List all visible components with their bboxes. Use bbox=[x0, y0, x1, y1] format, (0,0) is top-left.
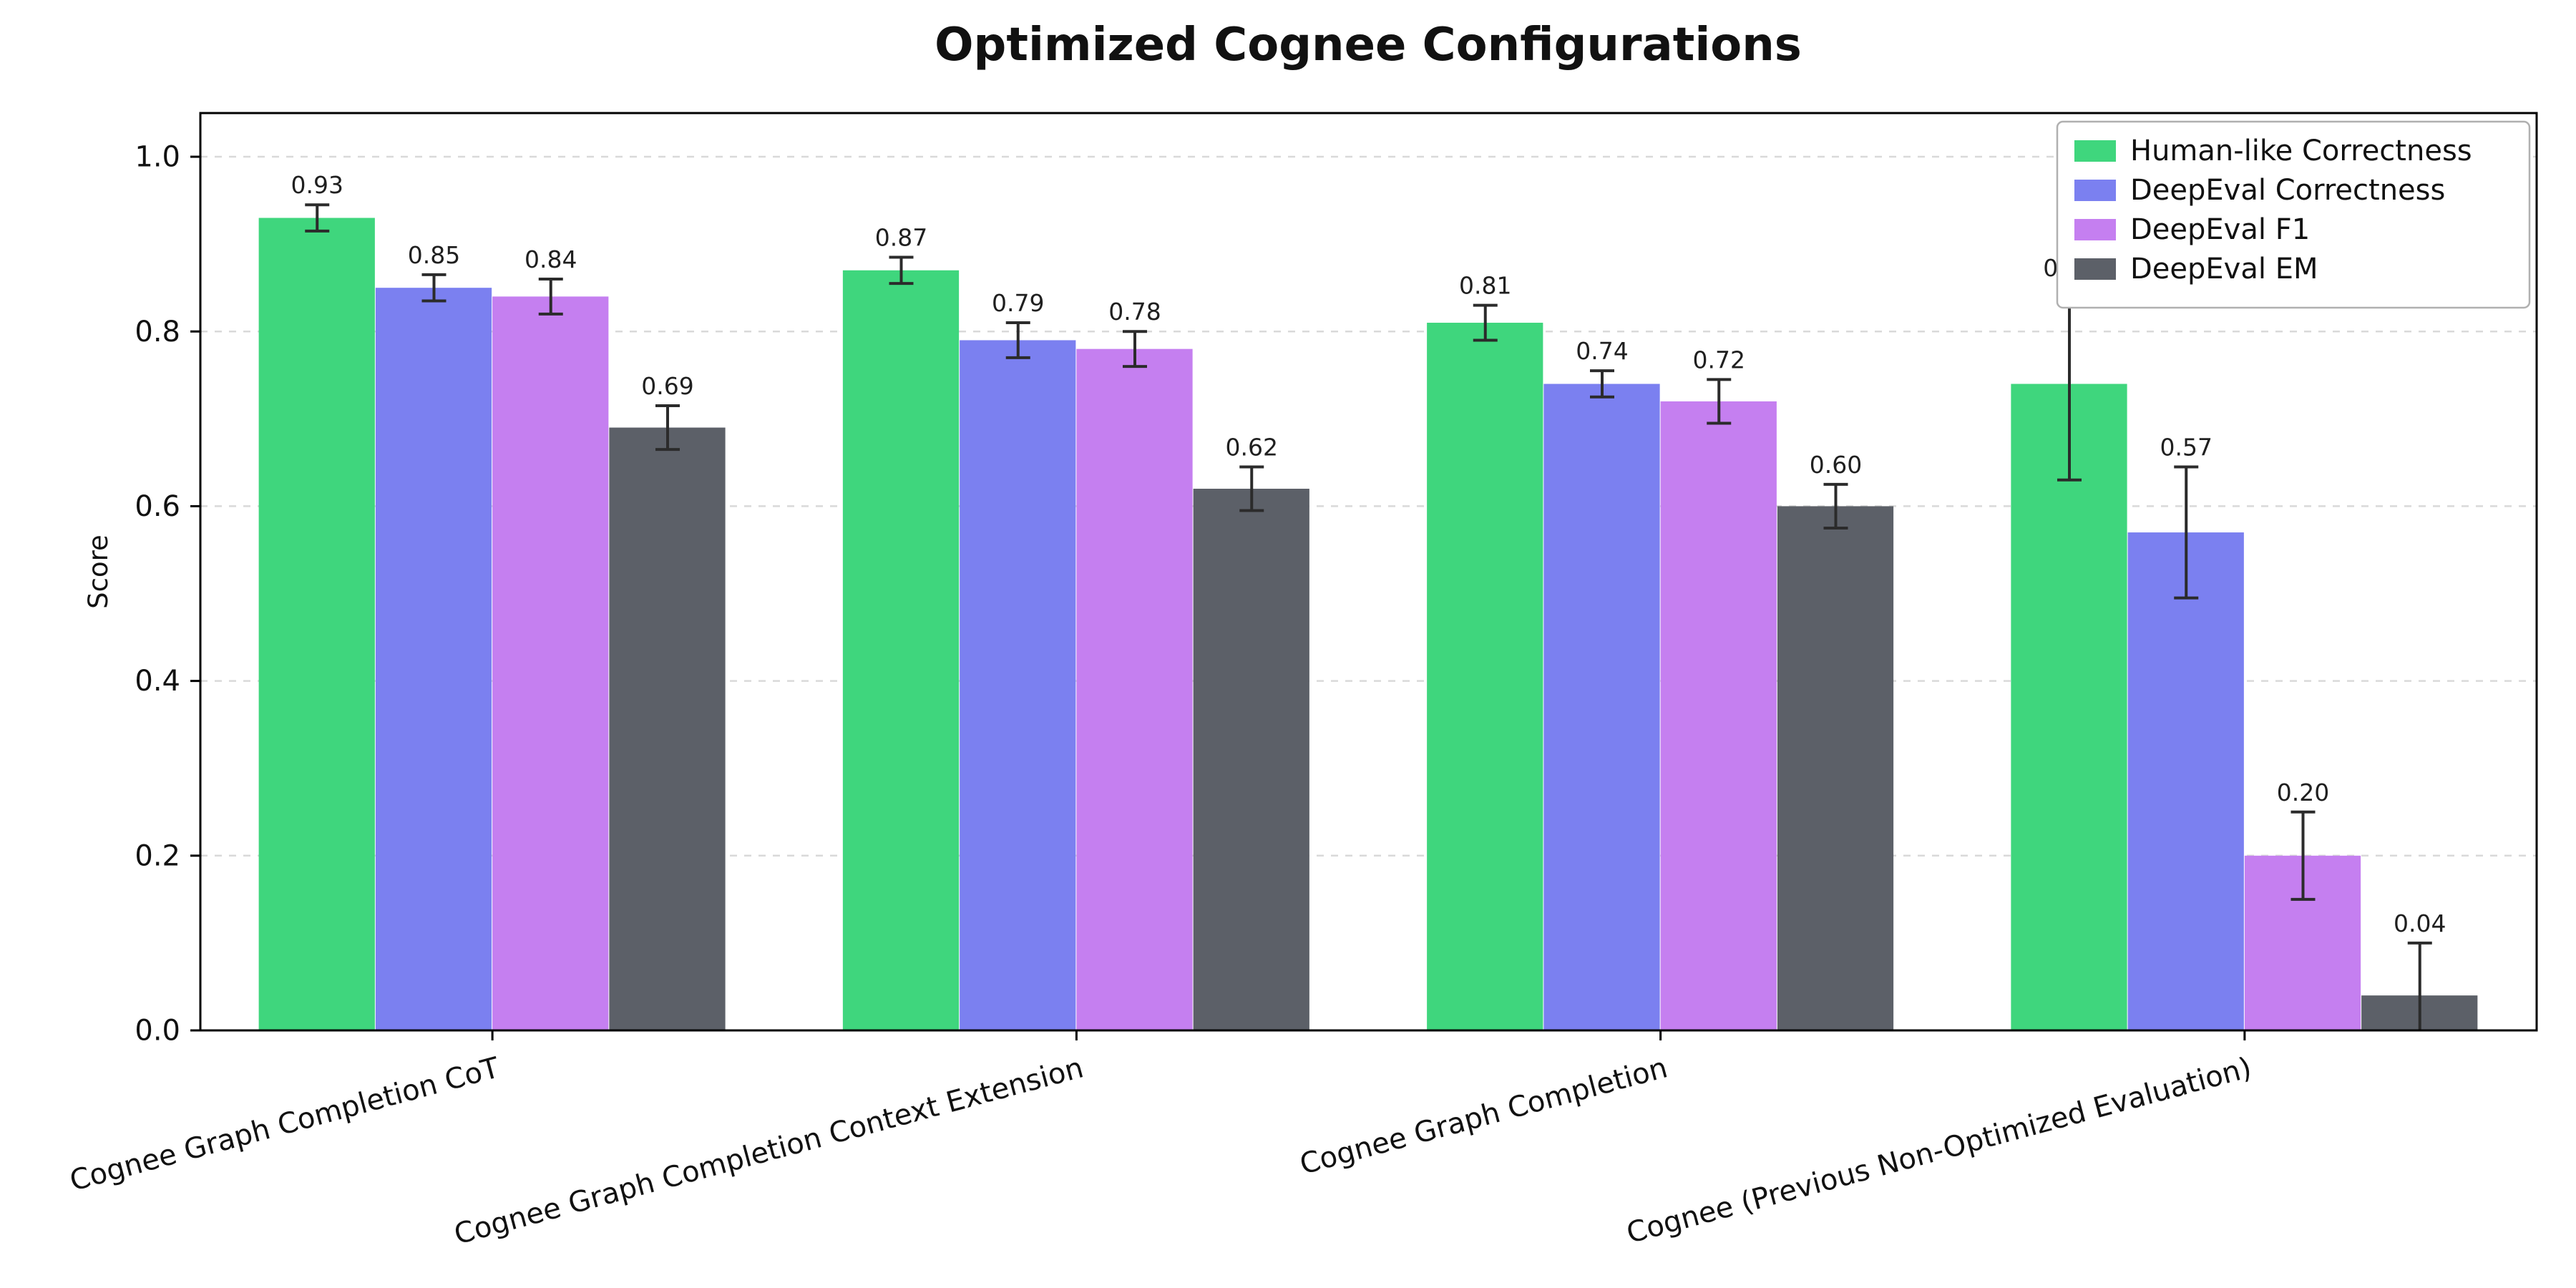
bars bbox=[258, 218, 2478, 1031]
value-label: 0.79 bbox=[992, 289, 1044, 317]
error-bars bbox=[305, 203, 2432, 1030]
value-label: 0.85 bbox=[408, 241, 460, 269]
x-tick-label: Cognee Graph Completion Context Extensio… bbox=[451, 1051, 1087, 1251]
chart-title: Optimized Cognee Configurations bbox=[935, 19, 1802, 72]
value-label: 0.84 bbox=[525, 245, 577, 273]
legend-item: DeepEval Correctness bbox=[2074, 174, 2445, 207]
legend-item: Human-like Correctness bbox=[2074, 135, 2472, 167]
bar bbox=[1427, 323, 1543, 1030]
axes-box bbox=[199, 112, 2538, 1032]
bar bbox=[1777, 506, 1894, 1030]
value-label: 0.93 bbox=[291, 171, 343, 199]
y-tick-label: 0.2 bbox=[135, 839, 180, 872]
legend-box bbox=[2056, 120, 2531, 309]
value-label: 0.60 bbox=[1810, 451, 1862, 479]
value-label: 0.62 bbox=[1226, 433, 1278, 461]
value-label: 0.74 bbox=[1576, 337, 1628, 365]
legend-label: DeepEval F1 bbox=[2130, 213, 2310, 246]
x-tick-label: Cognee (Previous Non-Optimized Evaluatio… bbox=[1623, 1051, 2255, 1250]
value-label: 0.04 bbox=[2394, 909, 2446, 937]
x-tick-label: Cognee Graph Completion CoT bbox=[67, 1051, 503, 1198]
bar bbox=[2011, 384, 2127, 1030]
value-label: 0.87 bbox=[875, 223, 927, 251]
bar bbox=[375, 288, 492, 1031]
bar bbox=[2127, 532, 2244, 1030]
x-tick-label: Cognee Graph Completion bbox=[1297, 1051, 1671, 1181]
y-axis-label: Score bbox=[83, 535, 114, 609]
bar bbox=[492, 296, 609, 1030]
y-tick-label: 0.6 bbox=[135, 490, 180, 523]
legend-label: DeepEval EM bbox=[2130, 253, 2318, 286]
bar bbox=[1076, 348, 1193, 1031]
legend-label: Human-like Correctness bbox=[2130, 135, 2472, 167]
value-label: 0.78 bbox=[1108, 298, 1161, 326]
legend-item: DeepEval EM bbox=[2074, 253, 2318, 286]
legend-item: DeepEval F1 bbox=[2074, 213, 2310, 246]
y-tick-label: 0.8 bbox=[135, 316, 180, 348]
bar bbox=[842, 270, 960, 1030]
bar bbox=[609, 427, 726, 1030]
bar bbox=[258, 218, 375, 1030]
legend-swatch bbox=[2074, 180, 2116, 201]
legend-swatch bbox=[2074, 140, 2116, 162]
value-label: 0.81 bbox=[1459, 272, 1511, 300]
y-axis: 0.0 0.2 0.4 0.6 0.8 1.0 bbox=[135, 141, 200, 1048]
y-tick-label: 1.0 bbox=[135, 141, 180, 174]
value-label: 0.72 bbox=[1693, 346, 1745, 374]
legend: Human-like Correctness DeepEval Correctne… bbox=[2056, 120, 2531, 309]
legend-swatch bbox=[2074, 258, 2116, 280]
value-label: 0.57 bbox=[2160, 433, 2212, 461]
y-tick-label: 0.0 bbox=[135, 1015, 180, 1048]
legend-label: DeepEval Correctness bbox=[2130, 174, 2445, 207]
value-label: 0.20 bbox=[2277, 779, 2329, 806]
bar bbox=[1193, 489, 1309, 1030]
legend-swatch bbox=[2074, 219, 2116, 240]
bar bbox=[1660, 401, 1777, 1030]
y-tick-label: 0.4 bbox=[135, 665, 180, 698]
bar bbox=[1543, 384, 1660, 1030]
value-label: 0.69 bbox=[641, 372, 693, 400]
bar bbox=[960, 340, 1076, 1030]
